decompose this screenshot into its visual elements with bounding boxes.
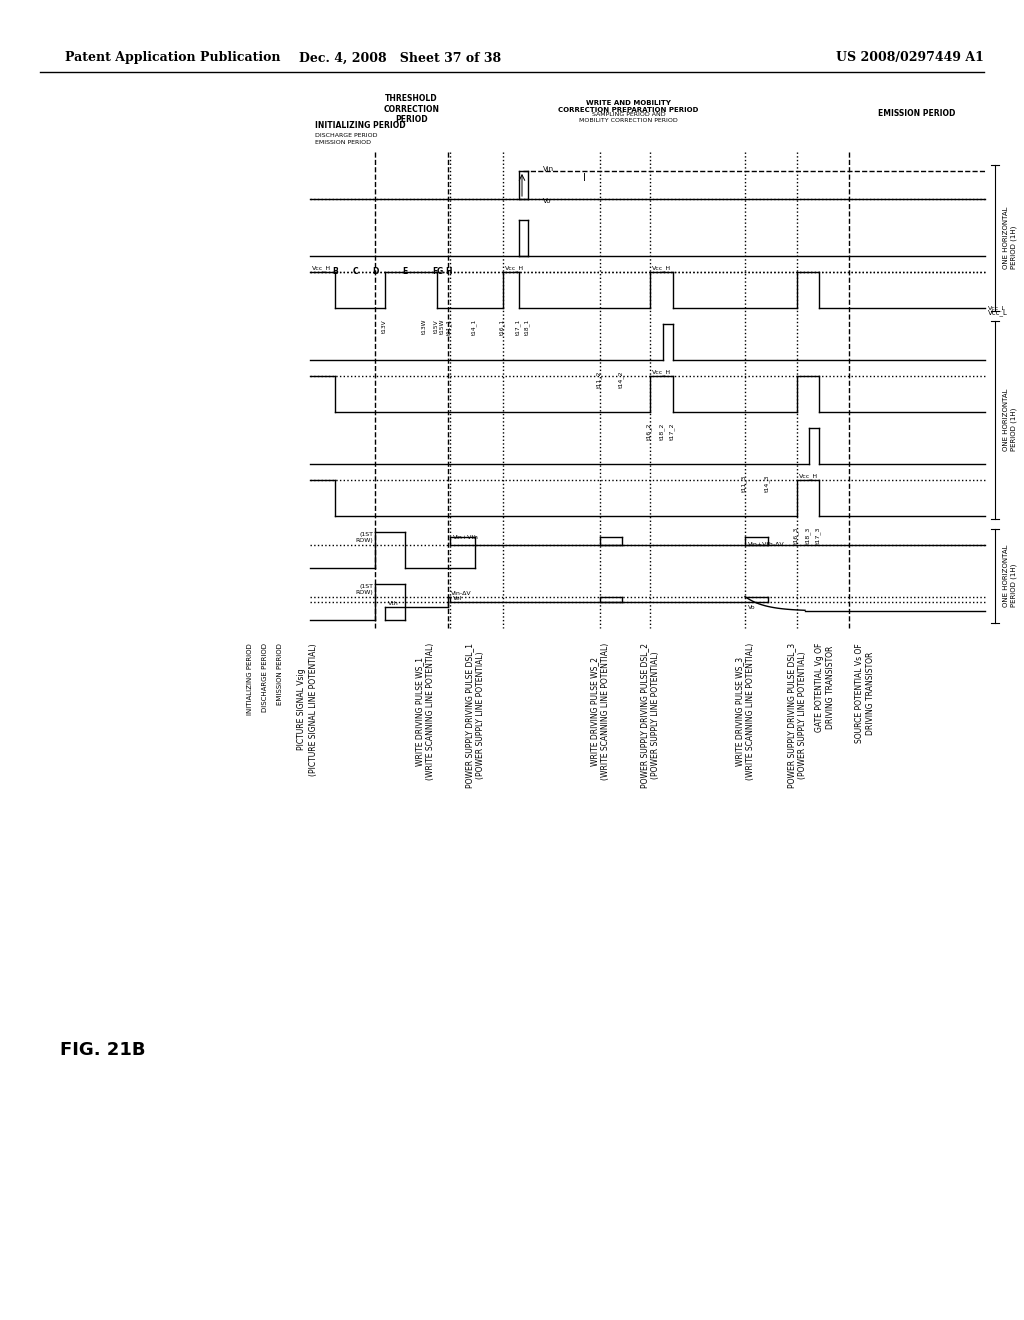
Text: Vin: Vin — [543, 166, 554, 172]
Text: t15V: t15V — [433, 319, 438, 333]
Text: t14_2: t14_2 — [618, 371, 624, 388]
Text: H: H — [444, 267, 452, 276]
Text: INITIALIZING PERIOD: INITIALIZING PERIOD — [247, 643, 253, 714]
Text: GATE POTENTIAL Vg OF
DRIVING TRANSISTOR: GATE POTENTIAL Vg OF DRIVING TRANSISTOR — [815, 643, 835, 733]
Text: WRITE DRIVING PULSE WS_2
(WRITE SCANNING LINE POTENTIAL): WRITE DRIVING PULSE WS_2 (WRITE SCANNING… — [590, 643, 610, 780]
Text: INITIALIZING PERIOD: INITIALIZING PERIOD — [315, 121, 406, 129]
Text: Vcc_H: Vcc_H — [799, 474, 818, 479]
Text: WRITE DRIVING PULSE WS_3
(WRITE SCANNING LINE POTENTIAL): WRITE DRIVING PULSE WS_3 (WRITE SCANNING… — [735, 643, 755, 780]
Text: t11_3: t11_3 — [741, 475, 746, 492]
Text: Vin+Vth-ΔV: Vin+Vth-ΔV — [748, 543, 784, 546]
Text: Vel: Vel — [453, 597, 463, 601]
Text: t16_2: t16_2 — [646, 422, 652, 441]
Text: US 2008/0297449 A1: US 2008/0297449 A1 — [836, 51, 984, 65]
Text: t14_3: t14_3 — [764, 475, 770, 492]
Text: ONE HORIZONTAL
PERIOD (1H): ONE HORIZONTAL PERIOD (1H) — [1002, 389, 1017, 451]
Text: t13W: t13W — [422, 319, 427, 334]
Text: WRITE DRIVING PULSE WS_1
(WRITE SCANNING LINE POTENTIAL): WRITE DRIVING PULSE WS_1 (WRITE SCANNING… — [415, 643, 435, 780]
Text: SAMPLING PERIOD AND
MOBILITY CORRECTION PERIOD: SAMPLING PERIOD AND MOBILITY CORRECTION … — [580, 112, 678, 123]
Text: SOURCE POTENTIAL Vs OF
DRIVING TRANSISTOR: SOURCE POTENTIAL Vs OF DRIVING TRANSISTO… — [855, 643, 876, 743]
Text: t15W: t15W — [439, 319, 444, 334]
Text: EMISSION PERIOD: EMISSION PERIOD — [879, 110, 955, 117]
Text: DISCHARGE PERIOD: DISCHARGE PERIOD — [315, 133, 378, 139]
Text: POWER SUPPLY DRIVING PULSE DSL_2
(POWER SUPPLY LINE POTENTIAL): POWER SUPPLY DRIVING PULSE DSL_2 (POWER … — [640, 643, 660, 788]
Text: Vin-ΔV: Vin-ΔV — [451, 590, 472, 595]
Text: Vin+Vth: Vin+Vth — [453, 535, 479, 540]
Text: WRITE AND MOBILITY
CORRECTION PREPARATION PERIOD: WRITE AND MOBILITY CORRECTION PREPARATIO… — [558, 100, 698, 114]
Text: t13V: t13V — [382, 319, 386, 333]
Text: F: F — [432, 267, 437, 276]
Text: Vth: Vth — [388, 602, 398, 606]
Text: t16_1: t16_1 — [499, 319, 505, 335]
Text: B: B — [332, 267, 338, 276]
Text: (1ST
ROW): (1ST ROW) — [355, 532, 373, 543]
Text: PICTURE SIGNAL Vsig
(PICTURE SIGNAL LINE POTENTIAL): PICTURE SIGNAL Vsig (PICTURE SIGNAL LINE… — [297, 643, 317, 776]
Text: t16_3: t16_3 — [794, 527, 799, 544]
Text: POWER SUPPLY DRIVING PULSE DSL_3
(POWER SUPPLY LINE POTENTIAL): POWER SUPPLY DRIVING PULSE DSL_3 (POWER … — [787, 643, 807, 788]
Text: Vo: Vo — [748, 605, 756, 610]
Text: Vcc_H: Vcc_H — [312, 265, 331, 271]
Text: Patent Application Publication: Patent Application Publication — [65, 51, 281, 65]
Text: Vcc_L: Vcc_L — [988, 310, 1008, 317]
Text: t11_1: t11_1 — [446, 319, 452, 335]
Text: D: D — [372, 267, 378, 276]
Text: t14_1: t14_1 — [471, 319, 477, 335]
Text: t18_2: t18_2 — [659, 422, 665, 441]
Text: t17_2: t17_2 — [669, 422, 675, 441]
Text: Vcc_L: Vcc_L — [988, 305, 1006, 310]
Text: t18_3: t18_3 — [805, 527, 811, 544]
Text: Vcc_H: Vcc_H — [505, 265, 524, 271]
Text: POWER SUPPLY DRIVING PULSE DSL_1
(POWER SUPPLY LINE POTENTIAL): POWER SUPPLY DRIVING PULSE DSL_1 (POWER … — [465, 643, 485, 788]
Text: I: I — [583, 173, 586, 183]
Text: ONE HORIZONTAL
PERIOD (1H): ONE HORIZONTAL PERIOD (1H) — [1002, 207, 1017, 269]
Text: E: E — [402, 267, 408, 276]
Text: EMISSION PERIOD: EMISSION PERIOD — [278, 643, 283, 705]
Text: C: C — [352, 267, 357, 276]
Text: Vcc_H: Vcc_H — [652, 370, 671, 375]
Text: t18_1: t18_1 — [524, 319, 529, 335]
Text: Vo: Vo — [543, 198, 552, 205]
Text: FIG. 21B: FIG. 21B — [60, 1041, 145, 1059]
Text: Vcc_H: Vcc_H — [652, 265, 671, 271]
Text: t17_1: t17_1 — [515, 319, 521, 335]
Text: ONE HORIZONTAL
PERIOD (1H): ONE HORIZONTAL PERIOD (1H) — [1002, 545, 1017, 607]
Text: EMISSION PERIOD: EMISSION PERIOD — [315, 140, 371, 145]
Text: DISCHARGE PERIOD: DISCHARGE PERIOD — [262, 643, 268, 711]
Text: THRESHOLD
CORRECTION
PERIOD: THRESHOLD CORRECTION PERIOD — [384, 94, 439, 124]
Text: t17_3: t17_3 — [815, 527, 821, 544]
Text: (1ST
ROW): (1ST ROW) — [355, 583, 373, 595]
Text: t11_2: t11_2 — [596, 371, 602, 388]
Text: G: G — [437, 267, 443, 276]
Text: Dec. 4, 2008   Sheet 37 of 38: Dec. 4, 2008 Sheet 37 of 38 — [299, 51, 501, 65]
